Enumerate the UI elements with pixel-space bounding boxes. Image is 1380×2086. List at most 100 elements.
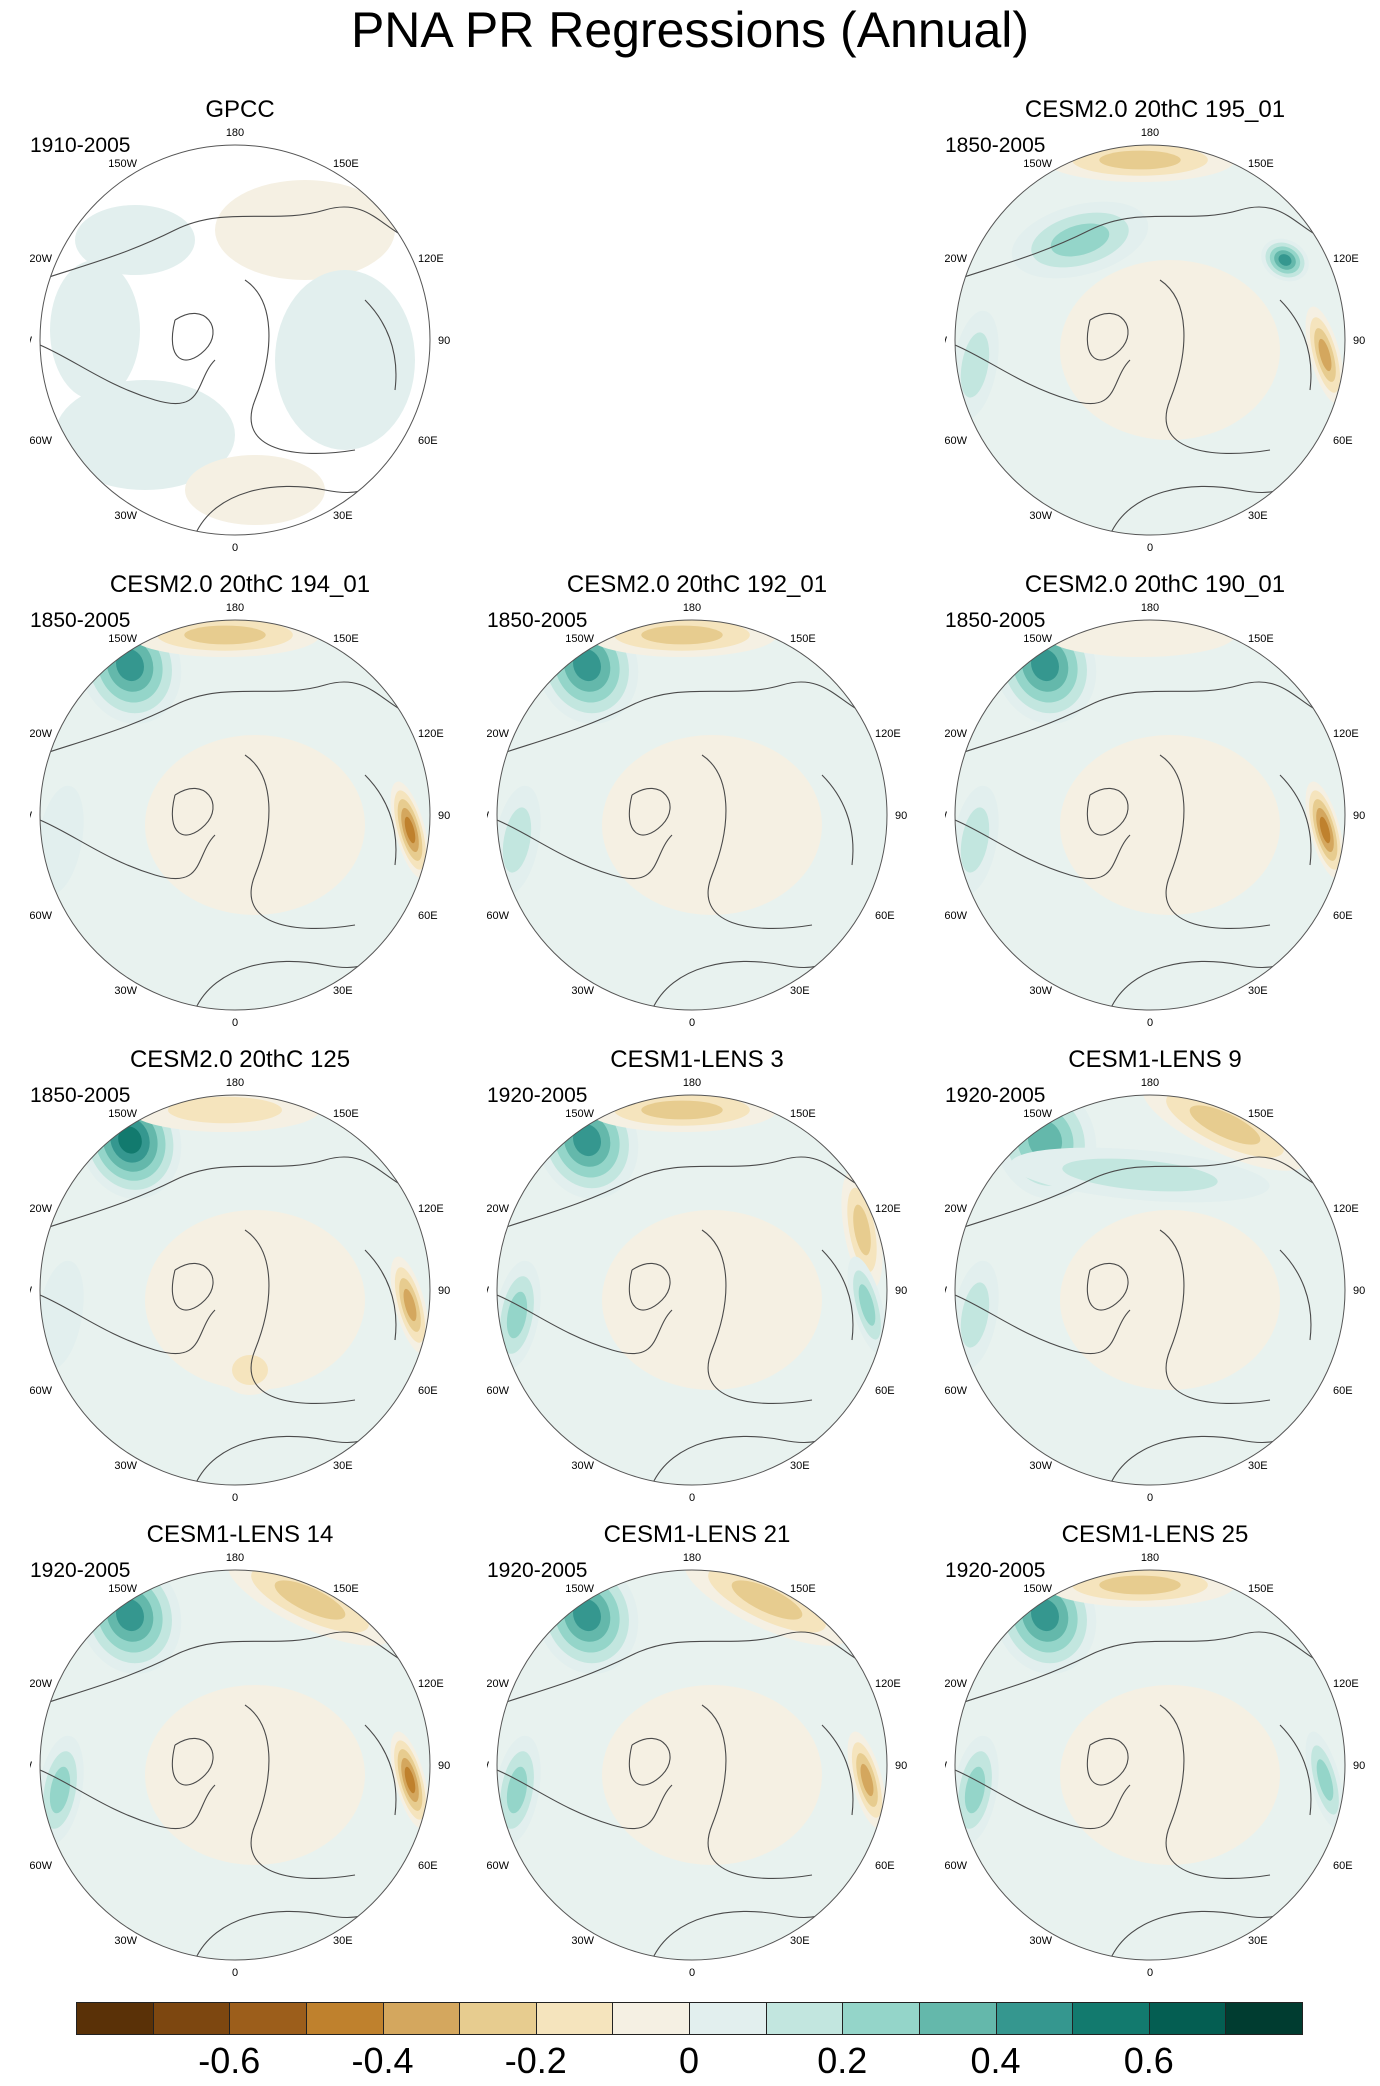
longitude-label: 150E <box>790 1108 816 1120</box>
polar-map: 180 0 90W 90E 150W 150E 120W 120E 60W 60E 30W 30E <box>487 1077 907 1504</box>
longitude-label: 60W <box>487 1860 510 1872</box>
longitude-label: 150W <box>565 1583 594 1595</box>
longitude-label: 150W <box>1023 1108 1052 1120</box>
map-panel-cesm2-194: CESM2.0 20thC 194_011850-2005180090W90E1… <box>30 570 450 1040</box>
longitude-label: 60W <box>487 910 510 922</box>
longitude-label: 120W <box>945 728 968 740</box>
longitude-label: 120W <box>487 1678 510 1690</box>
anomaly-atlantic-w <box>955 310 999 420</box>
longitude-label: 90E <box>438 335 450 347</box>
polar-map: 180 0 90W 90E 150W 150E 120W 120E 60W 60E 30W 30E <box>945 1552 1365 1979</box>
longitude-label: 150E <box>790 1583 816 1595</box>
longitude-label: 120W <box>30 1678 53 1690</box>
colorbar-swatch <box>765 2002 844 2035</box>
longitude-label: 60E <box>418 435 438 447</box>
longitude-label: 120W <box>30 728 53 740</box>
longitude-label: 0 <box>689 1967 695 1979</box>
longitude-label: 30E <box>1248 1935 1268 1947</box>
anomaly-atlantic-w <box>40 785 84 895</box>
longitude-label: 30W <box>1029 1460 1052 1472</box>
longitude-label: 180 <box>1141 1077 1159 1089</box>
longitude-label: 30E <box>333 510 353 522</box>
panel-title: CESM2.0 20thC 194_01 <box>109 571 371 598</box>
longitude-label: 90W <box>945 335 948 347</box>
longitude-label: 150E <box>333 1583 359 1595</box>
longitude-label: 0 <box>1147 1967 1153 1979</box>
anomaly-n-arc <box>587 620 777 657</box>
anomaly-siberia <box>1261 238 1309 282</box>
longitude-label: 60E <box>1333 1385 1353 1397</box>
polar-cap-shading <box>1060 1210 1280 1390</box>
longitude-label: 60E <box>1333 1860 1353 1872</box>
panel-period: 1850-2005 <box>487 609 588 632</box>
longitude-label: 30W <box>571 985 594 997</box>
longitude-label: 180 <box>226 602 244 614</box>
longitude-label: 90E <box>438 810 450 822</box>
longitude-label: 120E <box>418 728 444 740</box>
longitude-label: 120E <box>875 728 901 740</box>
longitude-label: 30W <box>114 1460 137 1472</box>
longitude-label: 60E <box>875 1385 895 1397</box>
panel-period: 1920-2005 <box>30 1559 131 1582</box>
longitude-label: 60W <box>945 1860 968 1872</box>
anomaly-atlantic-w <box>497 785 541 895</box>
panel-title: CESM1-LENS 25 <box>1061 1521 1249 1548</box>
longitude-label: 0 <box>1147 1492 1153 1504</box>
longitude-label: 60W <box>945 1385 968 1397</box>
anomaly-n-arc <box>587 1095 777 1132</box>
polar-map: 180 0 90W 90E 150W 150E 120W 120E 60W 60E 30W 30E <box>30 1552 450 1979</box>
anomaly-atlantic-w <box>955 1735 999 1845</box>
colorbar-swatch <box>1225 2002 1303 2035</box>
longitude-label: 30W <box>1029 985 1052 997</box>
longitude-label: 150W <box>565 1108 594 1120</box>
longitude-label: 150W <box>108 158 137 170</box>
longitude-label: 90E <box>895 810 907 822</box>
map-field <box>40 620 430 1010</box>
longitude-label: 30E <box>790 1460 810 1472</box>
longitude-label: 180 <box>1141 127 1159 139</box>
map-boundary <box>954 144 1346 536</box>
colorbar-tick-label: 0.6 <box>1123 2040 1174 2081</box>
panel-period: 1920-2005 <box>945 1559 1046 1582</box>
anomaly-n-arc-e <box>1142 1095 1308 1171</box>
map-field <box>955 145 1345 535</box>
polar-cap-shading <box>1060 735 1280 915</box>
longitude-label: 120E <box>875 1678 901 1690</box>
colorbar-tick-label: 0 <box>678 2040 700 2081</box>
longitude-label: 30W <box>571 1460 594 1472</box>
longitude-label: 150E <box>1248 1583 1274 1595</box>
longitude-label: 30E <box>1248 985 1268 997</box>
map-field <box>955 1095 1345 1485</box>
longitude-label: 0 <box>1147 542 1153 554</box>
longitude-label: 180 <box>1141 602 1159 614</box>
polar-map: 180 0 90W 90E 150W 150E 120W 120E 60W 60E 30W 30E <box>487 1552 907 1979</box>
longitude-label: 0 <box>689 1492 695 1504</box>
longitude-label: 150W <box>108 1108 137 1120</box>
longitude-label: 90E <box>1353 810 1365 822</box>
longitude-label: 90W <box>30 1760 33 1772</box>
longitude-label: 60E <box>875 910 895 922</box>
colorbar-swatch <box>229 2002 307 2035</box>
longitude-label: 60E <box>1333 910 1353 922</box>
longitude-label: 120E <box>1333 1203 1359 1215</box>
anomaly-n-arc <box>1045 1570 1235 1607</box>
polar-cap-shading <box>602 1210 822 1390</box>
longitude-label: 30W <box>114 985 137 997</box>
longitude-label: 150E <box>1248 158 1274 170</box>
longitude-label: 0 <box>1147 1017 1153 1029</box>
longitude-label: 90W <box>30 335 33 347</box>
longitude-label: 90W <box>945 1760 948 1772</box>
longitude-label: 150W <box>108 1583 137 1595</box>
longitude-label: 120E <box>1333 728 1359 740</box>
longitude-label: 30E <box>790 985 810 997</box>
anomaly-india <box>847 1256 887 1354</box>
panel-period: 1920-2005 <box>487 1084 588 1107</box>
anomaly-atlantic-w <box>497 1735 541 1845</box>
polar-cap-shading <box>145 1210 365 1390</box>
longitude-label: 90E <box>1353 335 1365 347</box>
longitude-label: 150E <box>333 1108 359 1120</box>
anomaly-india <box>390 781 430 879</box>
anomaly-india <box>390 1256 430 1354</box>
longitude-label: 180 <box>1141 1552 1159 1564</box>
longitude-label: 180 <box>226 1077 244 1089</box>
